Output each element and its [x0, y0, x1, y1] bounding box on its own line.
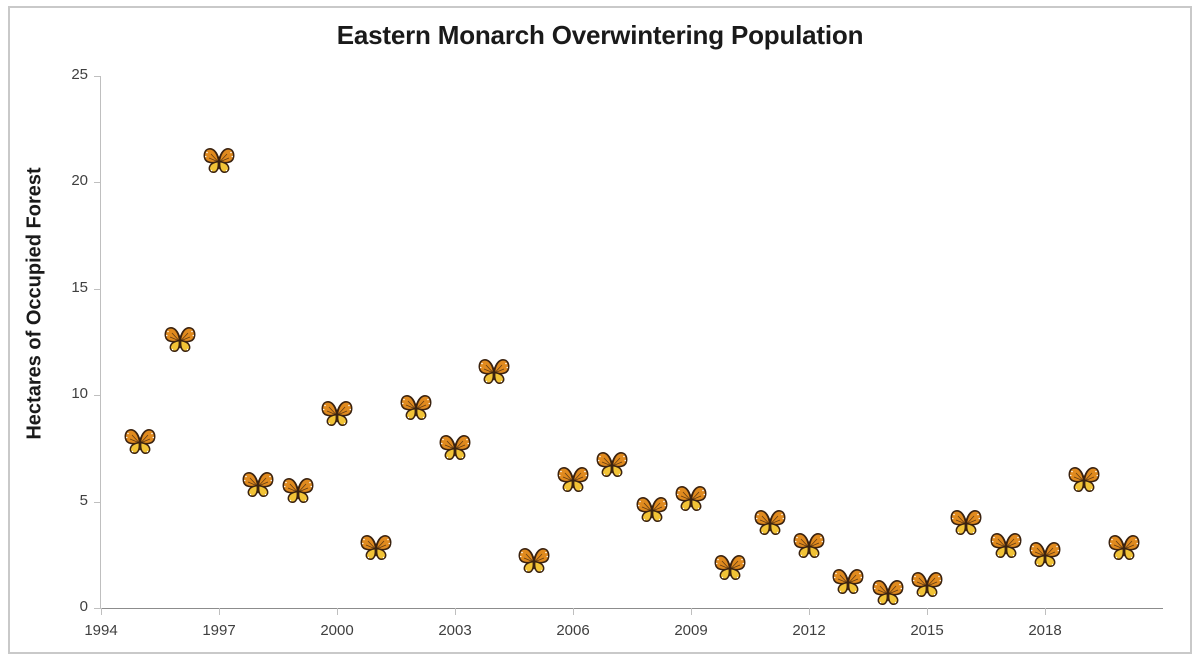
- plot-area: [101, 76, 1163, 608]
- monarch-butterfly-icon: [949, 509, 983, 537]
- monarch-butterfly-icon: [556, 466, 590, 494]
- y-tick-mark: [94, 288, 101, 290]
- monarch-butterfly-icon: [910, 571, 944, 599]
- monarch-butterfly-icon: [595, 451, 629, 479]
- x-tick-label: 2006: [556, 622, 590, 639]
- monarch-butterfly-icon: [241, 471, 275, 499]
- x-tick-mark: [927, 608, 928, 615]
- x-tick-mark: [219, 608, 220, 615]
- monarch-butterfly-icon: [1107, 534, 1141, 562]
- y-axis-line: [100, 76, 101, 609]
- monarch-butterfly-icon: [123, 428, 157, 456]
- x-tick-label: 2003: [438, 622, 472, 639]
- y-tick-mark: [94, 182, 101, 184]
- x-tick-label: 2000: [320, 622, 354, 639]
- y-tick-label: 10: [71, 385, 88, 403]
- x-tick-mark: [809, 608, 810, 615]
- x-tick-mark: [101, 608, 102, 615]
- monarch-butterfly-icon: [320, 400, 354, 428]
- x-axis-line: [100, 608, 1163, 609]
- monarch-butterfly-icon: [674, 485, 708, 513]
- monarch-butterfly-icon: [359, 534, 393, 562]
- x-tick-label: 2009: [674, 622, 708, 639]
- x-tick-label: 2015: [910, 622, 944, 639]
- y-tick-label: 15: [71, 278, 88, 296]
- y-tick-mark: [94, 76, 101, 77]
- monarch-butterfly-icon: [477, 358, 511, 386]
- x-tick-mark: [1045, 608, 1046, 615]
- y-tick-mark: [94, 608, 101, 609]
- x-tick-mark: [455, 608, 456, 615]
- monarch-butterfly-icon: [792, 532, 826, 560]
- monarch-butterfly-icon: [831, 568, 865, 596]
- y-tick-mark: [94, 395, 101, 397]
- monarch-butterfly-icon: [517, 547, 551, 575]
- monarch-butterfly-icon: [202, 147, 236, 175]
- x-tick-label: 1994: [84, 622, 118, 639]
- x-tick-label: 2018: [1028, 622, 1062, 639]
- monarch-butterfly-icon: [713, 554, 747, 582]
- y-tick-label: 20: [71, 172, 88, 190]
- monarch-butterfly-icon: [399, 394, 433, 422]
- y-tick-label: 25: [71, 66, 88, 83]
- monarch-butterfly-icon: [1067, 466, 1101, 494]
- x-tick-mark: [573, 608, 574, 615]
- x-tick-label: 1997: [202, 622, 236, 639]
- monarch-butterfly-icon: [871, 579, 905, 607]
- x-tick-label: 2012: [792, 622, 826, 639]
- x-tick-mark: [691, 608, 692, 615]
- monarch-butterfly-icon: [1028, 541, 1062, 569]
- monarch-butterfly-icon: [163, 326, 197, 354]
- monarch-butterfly-icon: [989, 532, 1023, 560]
- monarch-butterfly-icon: [438, 434, 472, 462]
- y-tick-mark: [94, 501, 101, 503]
- monarch-butterfly-icon: [635, 496, 669, 524]
- y-axis-title: Hectares of Occupied Forest: [23, 167, 46, 440]
- y-tick-label: 0: [79, 598, 88, 615]
- x-tick-mark: [337, 608, 338, 615]
- chart-title: Eastern Monarch Overwintering Population: [336, 20, 864, 50]
- monarch-butterfly-icon: [281, 477, 315, 505]
- monarch-butterfly-icon: [753, 509, 787, 537]
- y-tick-label: 5: [79, 491, 88, 509]
